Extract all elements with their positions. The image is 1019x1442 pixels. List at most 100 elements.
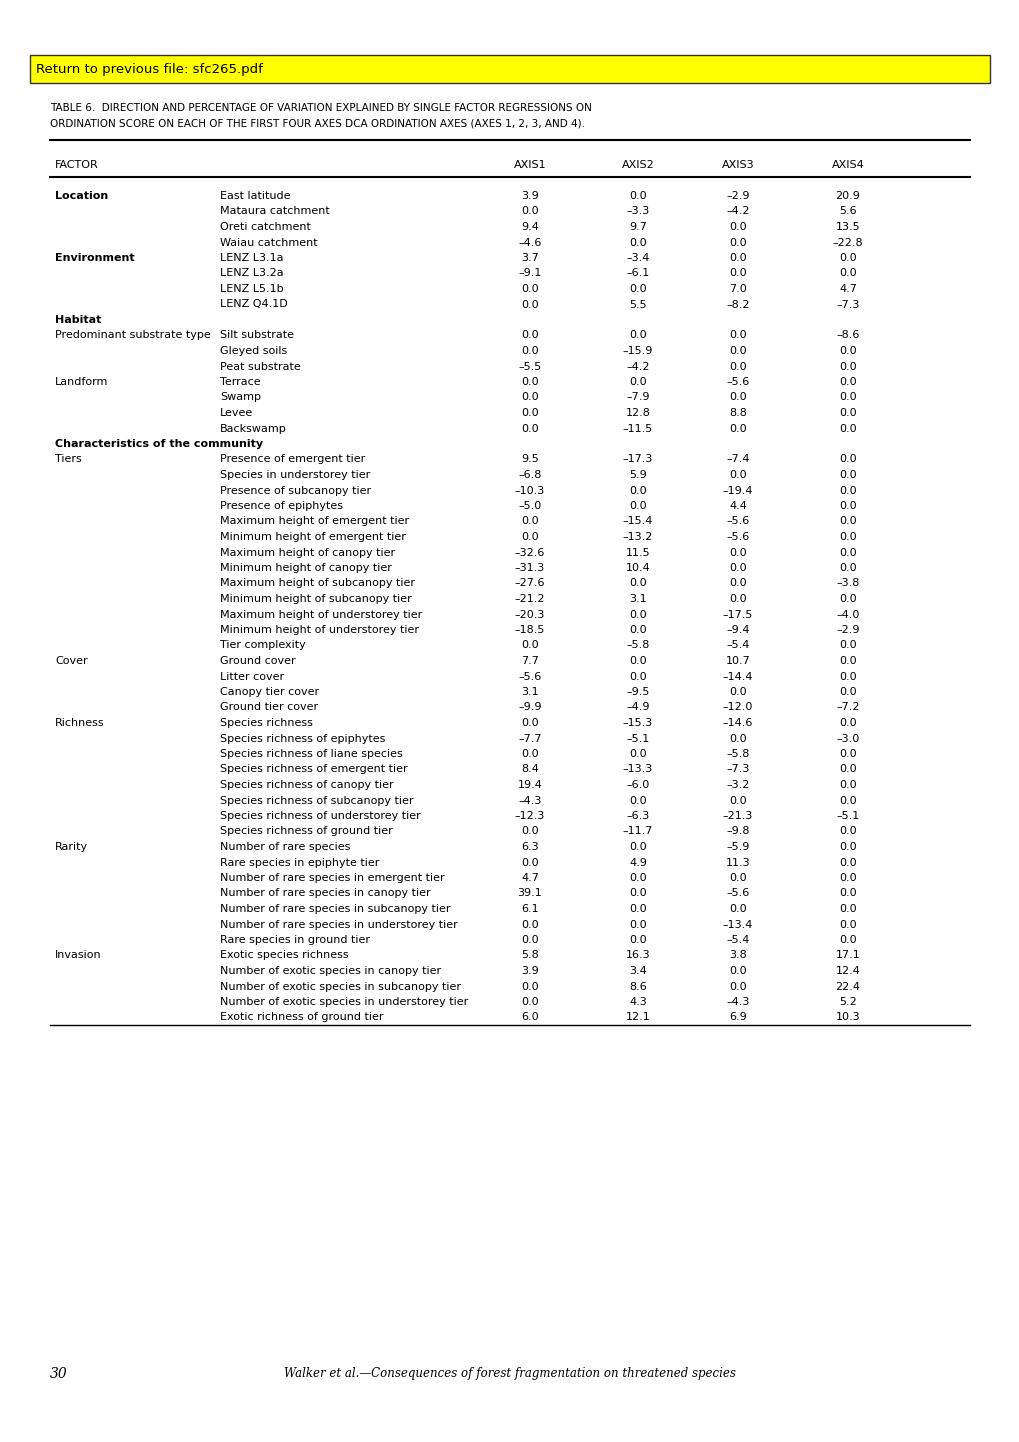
Text: Silt substrate: Silt substrate: [220, 330, 293, 340]
Text: 0.0: 0.0: [521, 826, 538, 836]
Text: 4.9: 4.9: [629, 858, 646, 868]
Text: Swamp: Swamp: [220, 392, 261, 402]
Text: –3.8: –3.8: [836, 578, 859, 588]
Text: Walker et al.—Consequences of forest fragmentation on threatened species: Walker et al.—Consequences of forest fra…: [283, 1367, 736, 1380]
Text: –5.6: –5.6: [726, 888, 749, 898]
Text: 6.0: 6.0: [521, 1012, 538, 1022]
Text: LENZ L5.1b: LENZ L5.1b: [220, 284, 283, 294]
Text: Number of rare species in subcanopy tier: Number of rare species in subcanopy tier: [220, 904, 450, 914]
Text: Rarity: Rarity: [55, 842, 88, 852]
Text: 0.0: 0.0: [729, 222, 746, 232]
Text: 0.0: 0.0: [629, 376, 646, 386]
Text: 0.0: 0.0: [839, 500, 856, 510]
Text: 13.5: 13.5: [835, 222, 859, 232]
Text: 0.0: 0.0: [839, 920, 856, 930]
Text: 0.0: 0.0: [839, 672, 856, 682]
Text: Landform: Landform: [55, 376, 108, 386]
Text: 0.0: 0.0: [521, 532, 538, 542]
Text: –6.1: –6.1: [626, 268, 649, 278]
Text: –27.6: –27.6: [515, 578, 545, 588]
Text: 0.0: 0.0: [839, 376, 856, 386]
Text: Waiau catchment: Waiau catchment: [220, 238, 317, 248]
Text: 0.0: 0.0: [629, 656, 646, 666]
Text: 0.0: 0.0: [839, 796, 856, 806]
Text: Species richness of liane species: Species richness of liane species: [220, 748, 403, 758]
Text: 0.0: 0.0: [839, 424, 856, 434]
Bar: [30, 55, 989, 84]
Text: 0.0: 0.0: [629, 842, 646, 852]
Text: Location: Location: [55, 190, 108, 200]
Text: –3.0: –3.0: [836, 734, 859, 744]
Text: 0.0: 0.0: [839, 470, 856, 480]
Text: –13.4: –13.4: [722, 920, 752, 930]
Text: 0.0: 0.0: [521, 408, 538, 418]
Text: 3.4: 3.4: [629, 966, 646, 976]
Text: 0.0: 0.0: [839, 656, 856, 666]
Text: Minimum height of canopy tier: Minimum height of canopy tier: [220, 562, 391, 572]
Text: 12.4: 12.4: [835, 966, 860, 976]
Text: 0.0: 0.0: [729, 330, 746, 340]
Text: 0.0: 0.0: [521, 920, 538, 930]
Text: –5.8: –5.8: [726, 748, 749, 758]
Text: 0.0: 0.0: [521, 718, 538, 728]
Text: 8.4: 8.4: [521, 764, 538, 774]
Text: 0.0: 0.0: [839, 826, 856, 836]
Text: 0.0: 0.0: [839, 362, 856, 372]
Text: 0.0: 0.0: [521, 376, 538, 386]
Text: Habitat: Habitat: [55, 314, 101, 324]
Text: AXIS4: AXIS4: [830, 160, 863, 170]
Text: 20.9: 20.9: [835, 190, 860, 200]
Text: –2.9: –2.9: [726, 190, 749, 200]
Text: 0.0: 0.0: [521, 392, 538, 402]
Text: –6.8: –6.8: [518, 470, 541, 480]
Text: –7.3: –7.3: [836, 300, 859, 310]
Text: 0.0: 0.0: [729, 872, 746, 883]
Text: –17.5: –17.5: [722, 610, 752, 620]
Text: 0.0: 0.0: [839, 548, 856, 558]
Text: Number of exotic species in subcanopy tier: Number of exotic species in subcanopy ti…: [220, 982, 461, 992]
Text: –15.3: –15.3: [623, 718, 652, 728]
Text: Minimum height of understorey tier: Minimum height of understorey tier: [220, 624, 419, 634]
Text: 0.0: 0.0: [521, 858, 538, 868]
Text: 4.7: 4.7: [521, 872, 538, 883]
Text: –8.6: –8.6: [836, 330, 859, 340]
Text: –4.2: –4.2: [726, 206, 749, 216]
Text: Litter cover: Litter cover: [220, 672, 284, 682]
Text: –20.3: –20.3: [515, 610, 544, 620]
Text: –7.4: –7.4: [726, 454, 749, 464]
Text: 0.0: 0.0: [521, 996, 538, 1007]
Text: Exotic richness of ground tier: Exotic richness of ground tier: [220, 1012, 383, 1022]
Text: –4.0: –4.0: [836, 610, 859, 620]
Text: 0.0: 0.0: [839, 486, 856, 496]
Text: Ground tier cover: Ground tier cover: [220, 702, 318, 712]
Text: 0.0: 0.0: [521, 982, 538, 992]
Text: Invasion: Invasion: [55, 950, 102, 960]
Text: Canopy tier cover: Canopy tier cover: [220, 686, 319, 696]
Text: Predominant substrate type: Predominant substrate type: [55, 330, 211, 340]
Text: 5.8: 5.8: [521, 950, 538, 960]
Text: –5.8: –5.8: [626, 640, 649, 650]
Text: –5.4: –5.4: [726, 934, 749, 945]
Text: Species richness of epiphytes: Species richness of epiphytes: [220, 734, 385, 744]
Text: Maximum height of understorey tier: Maximum height of understorey tier: [220, 610, 422, 620]
Text: Presence of epiphytes: Presence of epiphytes: [220, 500, 342, 510]
Text: –12.3: –12.3: [515, 810, 544, 820]
Text: 0.0: 0.0: [839, 252, 856, 262]
Text: 11.5: 11.5: [625, 548, 650, 558]
Text: 5.5: 5.5: [629, 300, 646, 310]
Text: Minimum height of subcanopy tier: Minimum height of subcanopy tier: [220, 594, 412, 604]
Text: –4.6: –4.6: [518, 238, 541, 248]
Text: –3.4: –3.4: [626, 252, 649, 262]
Text: –5.0: –5.0: [518, 500, 541, 510]
Text: 0.0: 0.0: [729, 686, 746, 696]
Text: 0.0: 0.0: [839, 594, 856, 604]
Text: 7.7: 7.7: [521, 656, 538, 666]
Text: Peat substrate: Peat substrate: [220, 362, 301, 372]
Text: –4.9: –4.9: [626, 702, 649, 712]
Text: 0.0: 0.0: [839, 686, 856, 696]
Text: 0.0: 0.0: [629, 872, 646, 883]
Text: –12.0: –12.0: [722, 702, 752, 712]
Text: –32.6: –32.6: [515, 548, 544, 558]
Text: Mataura catchment: Mataura catchment: [220, 206, 329, 216]
Text: 0.0: 0.0: [629, 610, 646, 620]
